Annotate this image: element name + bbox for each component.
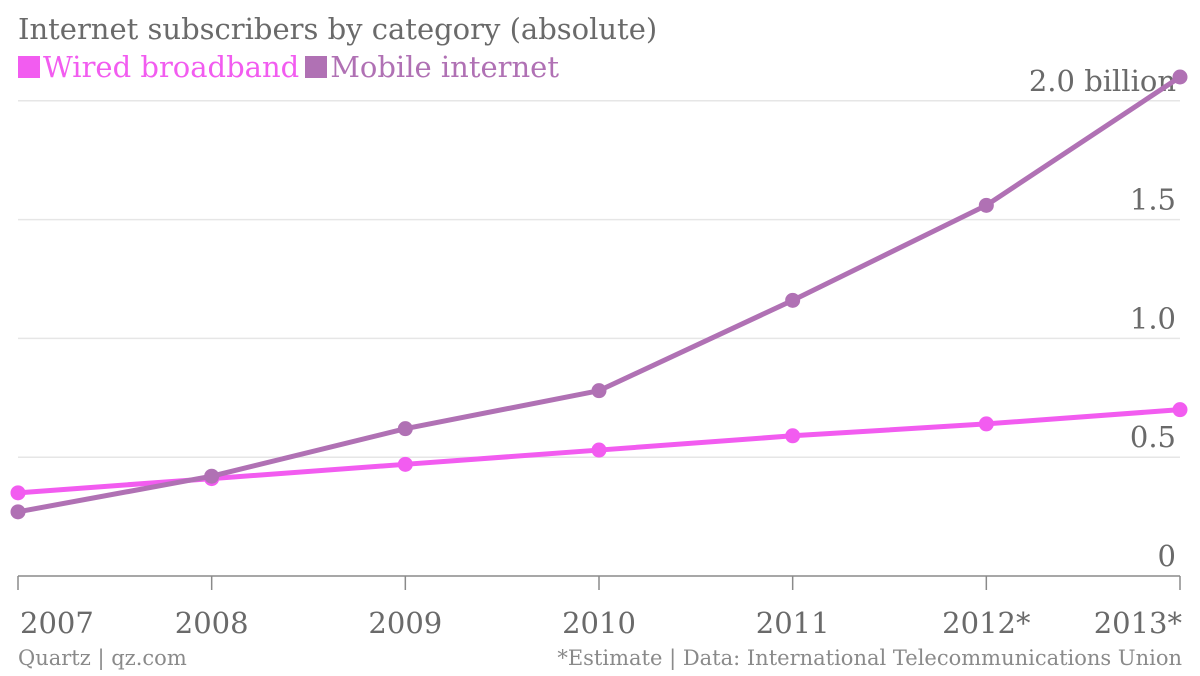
data-point-mobile-internet bbox=[10, 504, 26, 520]
data-point-mobile-internet bbox=[397, 421, 413, 437]
data-point-wired-broadband bbox=[978, 416, 994, 432]
legend-swatch-mobile-internet bbox=[305, 56, 328, 78]
y-tick-label: 1.0 bbox=[1130, 301, 1176, 335]
data-point-mobile-internet bbox=[785, 292, 801, 308]
x-tick-label: 2011 bbox=[756, 606, 830, 640]
data-point-wired-broadband bbox=[1172, 402, 1188, 418]
data-point-wired-broadband bbox=[397, 456, 413, 472]
footer-source-right: *Estimate | Data: International Telecomm… bbox=[557, 646, 1182, 670]
legend-swatch-wired-broadband bbox=[18, 56, 40, 78]
x-tick-label: 2008 bbox=[175, 606, 249, 640]
data-point-mobile-internet bbox=[204, 468, 220, 484]
data-point-wired-broadband bbox=[10, 485, 26, 501]
y-tick-label: 2.0 billion bbox=[1029, 64, 1176, 98]
y-tick-label: 0.5 bbox=[1130, 420, 1176, 454]
x-tick-label: 2012* bbox=[942, 606, 1031, 640]
data-point-mobile-internet bbox=[591, 383, 607, 399]
y-tick-label: 0 bbox=[1158, 539, 1176, 573]
chart-title: Internet subscribers by category (absolu… bbox=[18, 12, 658, 46]
legend-label-wired-broadband: Wired broadband bbox=[43, 50, 300, 84]
y-tick-label: 1.5 bbox=[1130, 183, 1176, 217]
legend: Wired broadband Mobile internet bbox=[18, 50, 565, 84]
data-point-mobile-internet bbox=[978, 197, 994, 213]
data-point-wired-broadband bbox=[591, 442, 607, 458]
x-tick-label: 2009 bbox=[368, 606, 442, 640]
x-tick-label: 2010 bbox=[562, 606, 636, 640]
legend-label-mobile-internet: Mobile internet bbox=[330, 50, 559, 84]
x-tick-label: 2007 bbox=[20, 606, 94, 640]
legend-item-mobile-internet: Mobile internet bbox=[305, 50, 559, 84]
x-tick-label: 2013* bbox=[1094, 606, 1183, 640]
data-point-mobile-internet bbox=[1172, 69, 1188, 85]
data-point-wired-broadband bbox=[785, 428, 801, 444]
footer-source-left: Quartz | qz.com bbox=[18, 646, 187, 670]
legend-item-wired-broadband: Wired broadband bbox=[18, 50, 299, 84]
